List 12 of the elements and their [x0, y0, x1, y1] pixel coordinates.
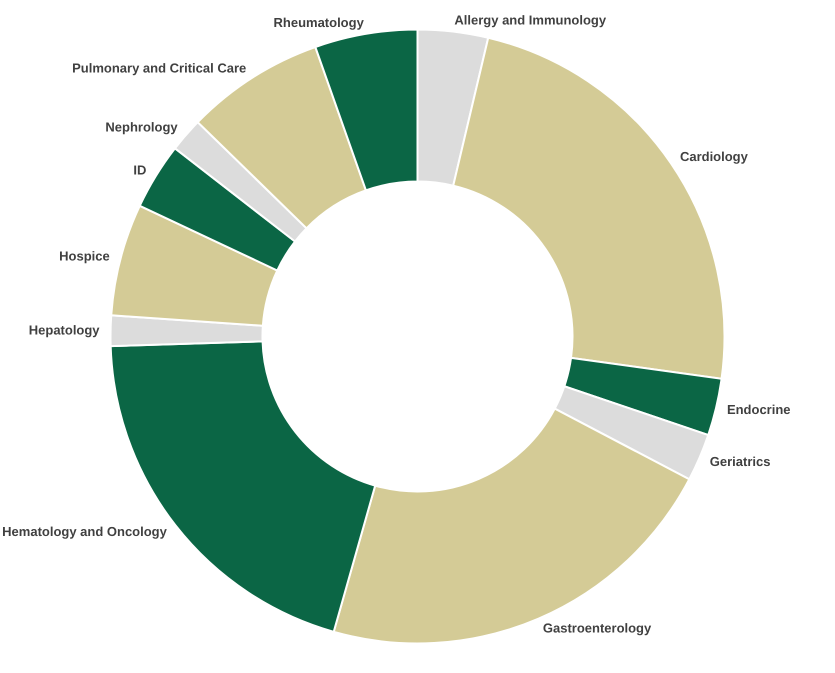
- slice-label: Cardiology: [680, 148, 749, 164]
- slice-label: Allergy and Immunology: [454, 12, 607, 28]
- slice-label: Rheumatology: [274, 15, 365, 30]
- slice-label: Endocrine: [726, 402, 791, 417]
- slice-label: ID: [133, 162, 146, 178]
- slice-label: Hematology and Oncology: [2, 524, 168, 540]
- slice-label: Pulmonary and Critical Care: [72, 60, 246, 76]
- slice-label: Nephrology: [105, 120, 178, 135]
- slice-label: Geriatrics: [710, 454, 770, 469]
- slice-label: Hepatology: [28, 322, 100, 338]
- slice-label: Hospice: [59, 248, 110, 264]
- slice-label: Gastroenterology: [542, 620, 652, 636]
